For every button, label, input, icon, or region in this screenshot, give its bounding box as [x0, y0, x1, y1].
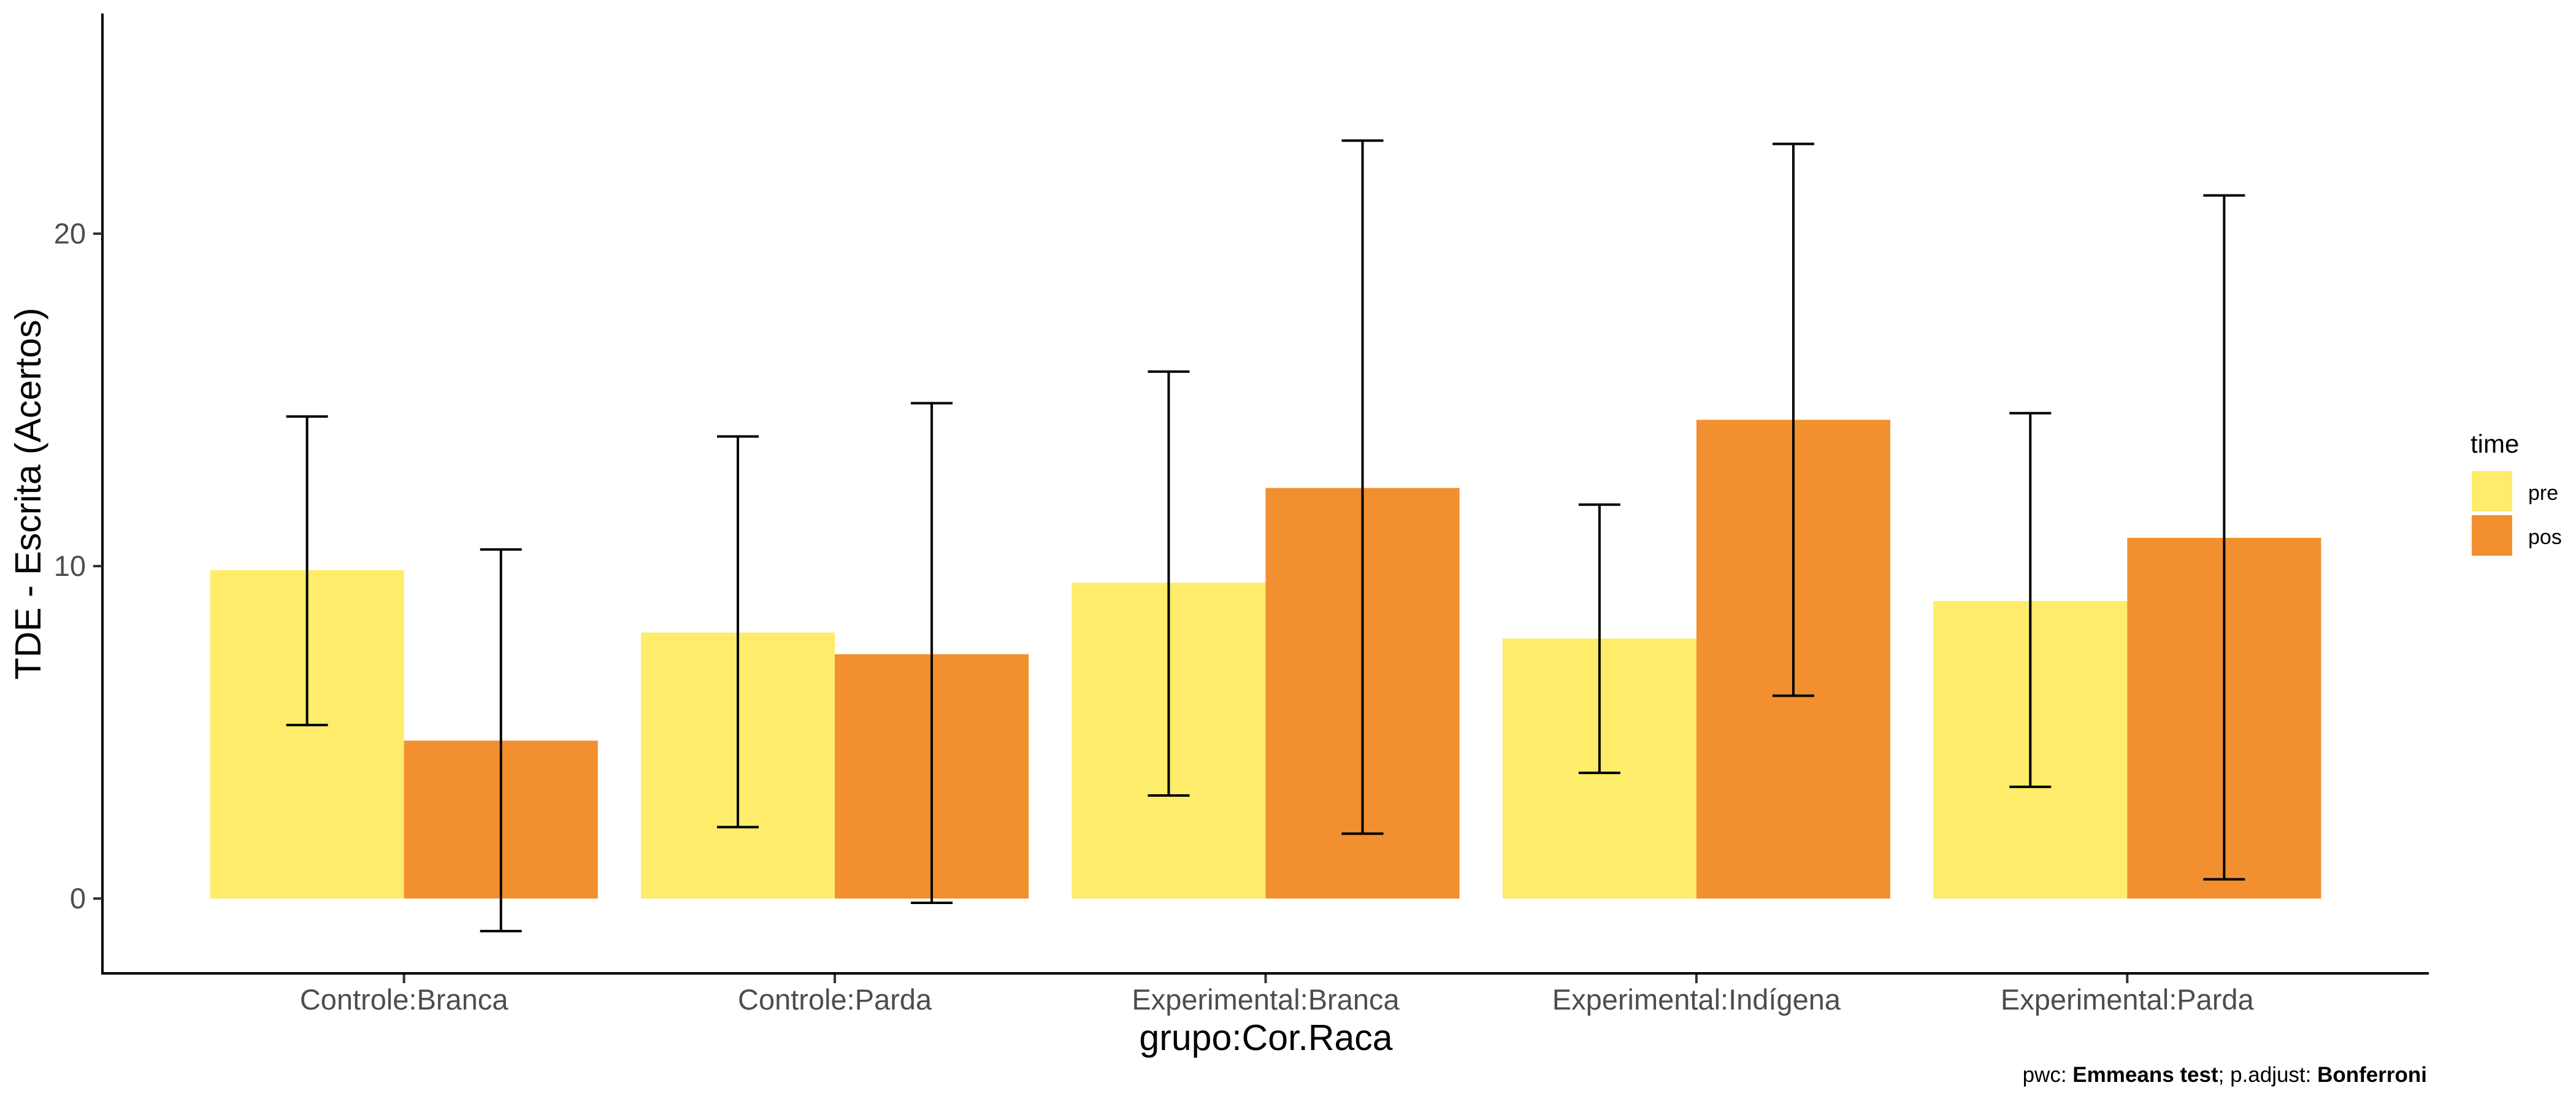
y-axis-title: TDE - Escrita (Acertos): [8, 308, 48, 680]
errorbar-pre-2: [1148, 370, 1190, 797]
legend-key-pre: [2472, 471, 2512, 512]
legend-label-pos: pos: [2528, 526, 2562, 549]
caption: pwc: Emmeans test; p.adjust: Bonferroni: [2023, 1063, 2427, 1087]
errorbar-pre-1: [717, 435, 759, 829]
legend: time pre pos: [2471, 429, 2562, 556]
legend-title: time: [2471, 429, 2519, 458]
errorbar-pos-3: [1772, 142, 1814, 697]
legend-key-pos: [2472, 515, 2512, 556]
x-tick-label-3: Experimental:Indígena: [1552, 983, 1841, 1016]
errorbar-pre-4: [2009, 412, 2052, 788]
y-ticks: 0 10 20: [54, 217, 102, 914]
errorbar-pos-2: [1341, 139, 1384, 835]
x-axis-title: grupo:Cor.Raca: [1139, 1018, 1392, 1058]
y-tick-label-0: 0: [70, 882, 86, 914]
errorbar-pos-4: [2203, 194, 2245, 881]
y-tick-label-2: 20: [54, 217, 86, 250]
x-ticks: Controle:Branca Controle:Parda Experimenta…: [300, 975, 2255, 1016]
caption-adjust-value: Bonferroni: [2317, 1063, 2427, 1087]
x-tick-label-1: Controle:Parda: [738, 983, 932, 1016]
y-tick-label-1: 10: [54, 550, 86, 582]
errorbar-pre-3: [1578, 503, 1620, 775]
legend-label-pre: pre: [2528, 481, 2558, 505]
x-tick-label-4: Experimental:Parda: [2001, 983, 2255, 1016]
caption-pwc-prefix: pwc:: [2022, 1063, 2073, 1087]
errorbars-layer: [286, 139, 2245, 933]
caption-pwc-value: Emmeans test: [2072, 1063, 2218, 1087]
bars-layer: [210, 420, 2321, 899]
x-tick-label-0: Controle:Branca: [300, 983, 508, 1016]
caption-adjust-prefix: ; p.adjust:: [2218, 1063, 2318, 1087]
errorbar-pos-1: [911, 402, 953, 905]
errorbar-pos-0: [480, 548, 522, 933]
axes-layer: [101, 13, 2429, 975]
x-tick-label-2: Experimental:Branca: [1132, 983, 1400, 1016]
errorbar-pre-0: [286, 415, 328, 727]
